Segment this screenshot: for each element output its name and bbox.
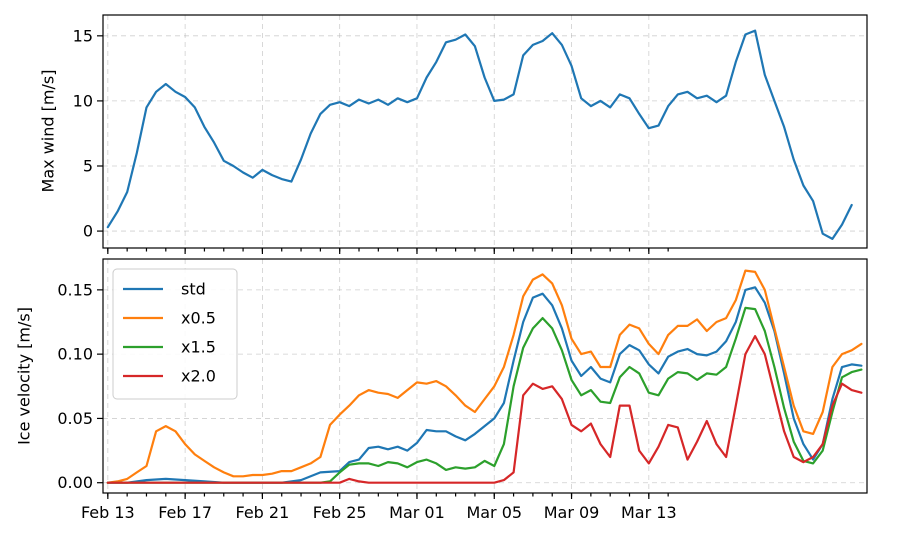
- ice-ytick-label: 0.00: [57, 473, 93, 492]
- xtick-label: Feb 25: [313, 503, 367, 522]
- wind-ticks: 0 5 10 15: [73, 26, 669, 254]
- ice-ytick-label: 0.05: [57, 409, 93, 428]
- series-line-std: [106, 286, 863, 484]
- series-line-x0.5: [106, 269, 863, 484]
- ice-ticks: Feb 13 Feb 17 Feb 21 Feb 25 Mar 01 Mar 05 Mar …: [57, 280, 676, 522]
- ice-ytick-label: 0.10: [57, 345, 93, 364]
- wind-ylabel: Max wind [m/s]: [39, 70, 58, 193]
- ice-panel: Feb 13 Feb 17 Feb 21 Feb 25 Mar 01 Mar 05 Mar …: [15, 258, 868, 522]
- legend-label-x1.5: x1.5: [181, 338, 216, 357]
- xtick-label: Feb 17: [158, 503, 212, 522]
- xtick-label: Mar 13: [621, 503, 677, 522]
- xtick-label: Feb 21: [236, 503, 290, 522]
- wind-series: [106, 29, 853, 240]
- legend-label-std: std: [181, 280, 206, 299]
- xtick-label: Feb 13: [81, 503, 135, 522]
- wind-plot-frame: [102, 14, 868, 249]
- legend: std x0.5 x1.5 x2.0: [112, 268, 238, 400]
- legend-label-x0.5: x0.5: [181, 309, 216, 328]
- xtick-label: Mar 01: [389, 503, 445, 522]
- ice-plot-frame: [102, 258, 868, 494]
- ice-series: [106, 269, 863, 484]
- wind-grid: [103, 15, 867, 248]
- wind-ytick-label: 10: [73, 91, 93, 110]
- wind-panel: 0 5 10 15 Max wind [m/s]: [39, 14, 868, 254]
- series-line-wind: [106, 29, 853, 240]
- ice-ylabel: Ice velocity [m/s]: [15, 307, 34, 445]
- legend-box: [112, 268, 238, 400]
- legend-label-x2.0: x2.0: [181, 367, 216, 386]
- wind-ytick-label: 15: [73, 26, 93, 45]
- wind-ytick-label: 0: [83, 222, 93, 241]
- xtick-label: Mar 09: [544, 503, 600, 522]
- series-line-x2.0: [106, 335, 863, 484]
- xtick-label: Mar 05: [466, 503, 522, 522]
- ice-ytick-label: 0.15: [57, 280, 93, 299]
- wind-ytick-label: 5: [83, 156, 93, 175]
